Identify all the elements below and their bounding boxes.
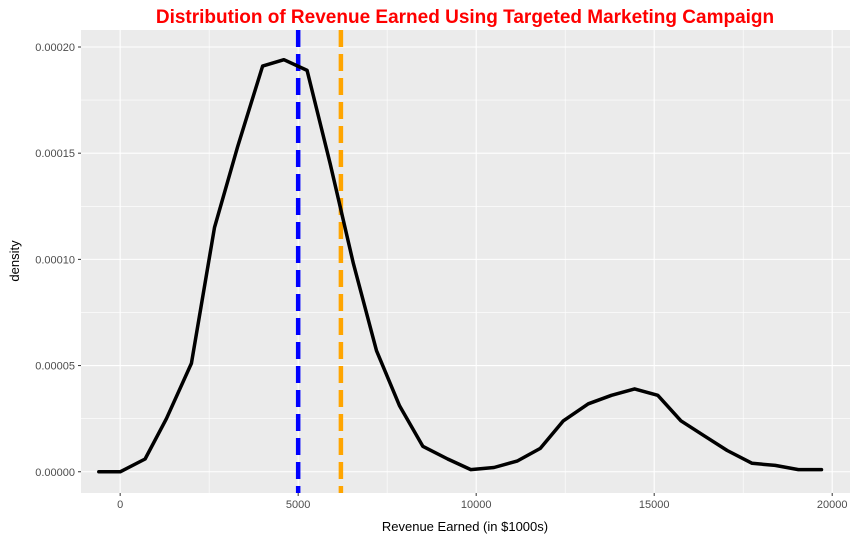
x-axis-title: Revenue Earned (in $1000s) [382, 519, 548, 534]
x-tick-label: 5000 [286, 499, 310, 511]
plot-panel [81, 30, 850, 493]
x-axis-ticks: 0 5000 10000 15000 20000 [117, 493, 847, 511]
x-tick-label: 0 [117, 499, 123, 511]
y-tick-label: 0.00000 [35, 467, 75, 479]
y-tick-label: 0.00005 [35, 361, 75, 373]
density-line [97, 57, 824, 474]
grid-minor [81, 30, 850, 493]
series-group [97, 57, 824, 474]
grid-major [81, 30, 850, 493]
chart-title: Distribution of Revenue Earned Using Tar… [156, 7, 774, 28]
y-tick-label: 0.00020 [35, 42, 75, 54]
reference-lines [295, 30, 344, 493]
y-axis-title: density [7, 240, 22, 282]
y-tick-label: 0.00015 [35, 148, 75, 160]
x-tick-label: 20000 [817, 499, 848, 511]
y-axis-ticks: 0.00000 0.00005 0.00010 0.00015 0.00020 [35, 42, 81, 479]
x-tick-label: 15000 [639, 499, 670, 511]
x-tick-label: 10000 [461, 499, 492, 511]
y-tick-label: 0.00010 [35, 254, 75, 266]
